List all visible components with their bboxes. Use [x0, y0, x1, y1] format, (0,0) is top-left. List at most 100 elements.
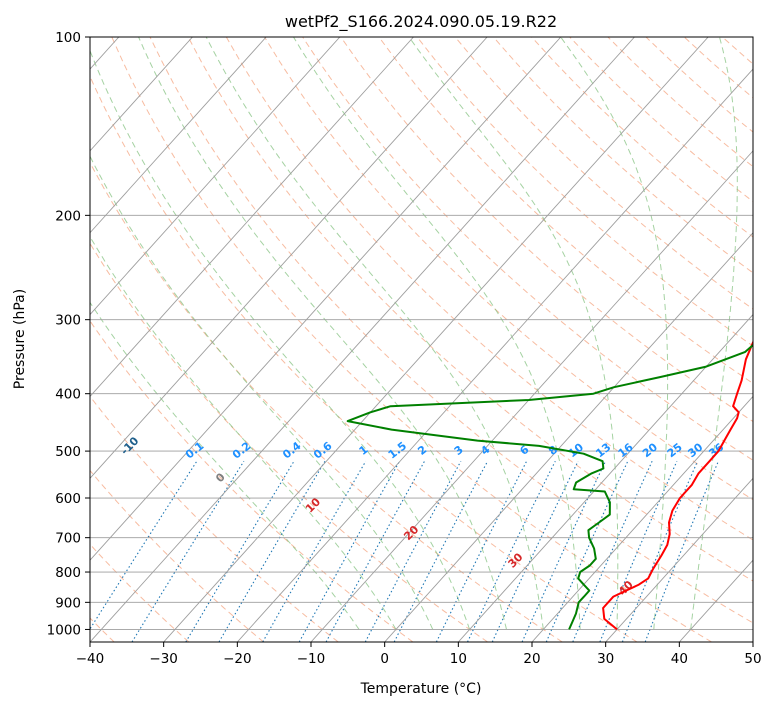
isotherm-line	[236, 68, 753, 642]
dry-adiabat-line	[378, 37, 753, 385]
moist-adiabat-line	[690, 37, 738, 630]
moist-adiabat-line	[90, 301, 360, 630]
x-tick-label: −30	[149, 651, 178, 667]
mixing-ratio-line	[298, 460, 401, 642]
mixing-ratio-label: 16	[616, 440, 636, 460]
mixing-ratio-line	[621, 460, 699, 642]
x-axis-title: Temperature (°C)	[360, 681, 482, 697]
dry-adiabat-line	[90, 161, 563, 642]
isotherm-line	[90, 37, 488, 479]
x-tick-label: 20	[523, 651, 540, 667]
y-tick-label: 300	[55, 313, 81, 329]
y-tick-label: 800	[55, 565, 81, 581]
mixing-ratio-line	[131, 460, 245, 642]
dry-adiabat-line	[149, 37, 753, 624]
mixing-ratio-line	[572, 460, 653, 642]
y-tick-label: 900	[55, 595, 81, 611]
y-axis-title: Pressure (hPa)	[12, 289, 28, 389]
x-tick-label: 40	[671, 651, 688, 667]
dewpoint-profile	[346, 343, 753, 630]
dry-adiabat-line	[493, 37, 753, 274]
dry-adiabat-line	[90, 395, 339, 642]
dry-adiabat-line	[645, 37, 753, 133]
y-tick-label: 1000	[47, 622, 81, 638]
dry-adiabat-line	[607, 37, 753, 168]
isotherm-line	[90, 37, 193, 152]
x-tick-label: −10	[297, 651, 326, 667]
dry-adiabat-line	[416, 37, 753, 347]
moist-adiabats	[90, 37, 738, 630]
y-tick-label: 200	[55, 208, 81, 224]
isotherm-line	[384, 232, 753, 642]
mixing-ratio-line	[262, 460, 367, 642]
isotherm-line	[90, 37, 562, 561]
dry-adiabat-line	[111, 37, 712, 642]
mixing-ratio-label: 4	[478, 443, 492, 458]
mixing-ratio-line	[393, 460, 489, 642]
isotherm-line	[605, 477, 753, 642]
isotherm-line	[163, 37, 709, 642]
isotherm-line	[90, 37, 414, 398]
dry-adiabat-line	[531, 37, 753, 238]
dry-adiabat-line	[90, 320, 414, 642]
y-tick-label: 100	[55, 30, 81, 46]
temperature-profile	[602, 339, 753, 631]
mixing-ratio-line	[90, 460, 198, 630]
mixing-ratio-label: 25	[665, 441, 685, 461]
x-tick-label: 0	[380, 651, 389, 667]
isotherm-line	[90, 37, 341, 316]
profiles	[346, 339, 753, 631]
moist-adiabat-line	[560, 37, 669, 630]
dry-adiabat-line	[90, 543, 190, 642]
axes: −40 −30 −20 −10 0 10 20 30 40 50 1000 900 800 700 600 5…	[47, 30, 762, 667]
mixing-ratio-label: 13	[593, 441, 613, 461]
dry-adiabat-line	[90, 242, 488, 642]
mixing-ratio-label: 0.6	[311, 439, 335, 461]
mixing-ratio-line	[491, 460, 579, 642]
dry-adiabat-label: 20	[401, 523, 421, 543]
dry-adiabat-line	[761, 37, 775, 642]
isotherm-line	[457, 313, 753, 642]
x-tick-label: 10	[450, 651, 467, 667]
y-tick-label: 500	[55, 444, 81, 460]
isotherm-line	[752, 641, 753, 642]
dry-adiabat-line	[225, 37, 753, 541]
mixing-ratio-line	[218, 460, 326, 642]
y-tick-label: 400	[55, 387, 81, 403]
chart-title: wetPf2_S166.2024.090.05.19.R22	[285, 12, 557, 32]
mixing-ratio-line	[521, 460, 606, 642]
moist-adiabat-line	[90, 235, 397, 630]
isotherm-line	[90, 37, 267, 234]
mixing-ratio-label: 3	[452, 443, 466, 458]
moist-adiabat-line	[90, 155, 434, 630]
mixing-ratio-lines	[90, 460, 719, 642]
y-tick-label: 700	[55, 531, 81, 547]
moist-adiabat-line	[138, 37, 507, 630]
dry-adiabat-label: 30	[506, 550, 526, 570]
mixing-ratio-line	[545, 460, 629, 642]
x-tick-label: −40	[76, 651, 105, 667]
mixing-ratio-line	[325, 460, 425, 642]
dry-adiabat-label: -20	[25, 390, 48, 413]
mixing-ratio-label: 20	[640, 440, 660, 460]
moist-adiabat-line	[205, 37, 544, 630]
x-tick-label: −20	[223, 651, 252, 667]
mixing-ratio-line	[599, 460, 678, 642]
dry-adiabat-label: -10	[118, 434, 141, 457]
mixing-ratio-label: 0.2	[230, 439, 253, 461]
mixing-ratio-line	[364, 460, 462, 642]
mixing-ratio-line	[435, 460, 528, 642]
isotherms	[90, 37, 753, 642]
mixing-ratio-line	[644, 460, 719, 642]
mixing-ratio-label: 1.5	[386, 439, 409, 461]
x-tick-label: 30	[597, 651, 614, 667]
isotherm-line	[531, 395, 753, 642]
dry-adiabats	[90, 37, 775, 642]
plot-frame	[89, 36, 754, 643]
moist-adiabat-line	[293, 37, 581, 630]
isotherm-line	[310, 150, 753, 642]
moist-adiabat-line	[408, 37, 619, 630]
y-tick-label: 600	[55, 491, 81, 507]
mixing-ratio-label: 1	[357, 443, 371, 458]
